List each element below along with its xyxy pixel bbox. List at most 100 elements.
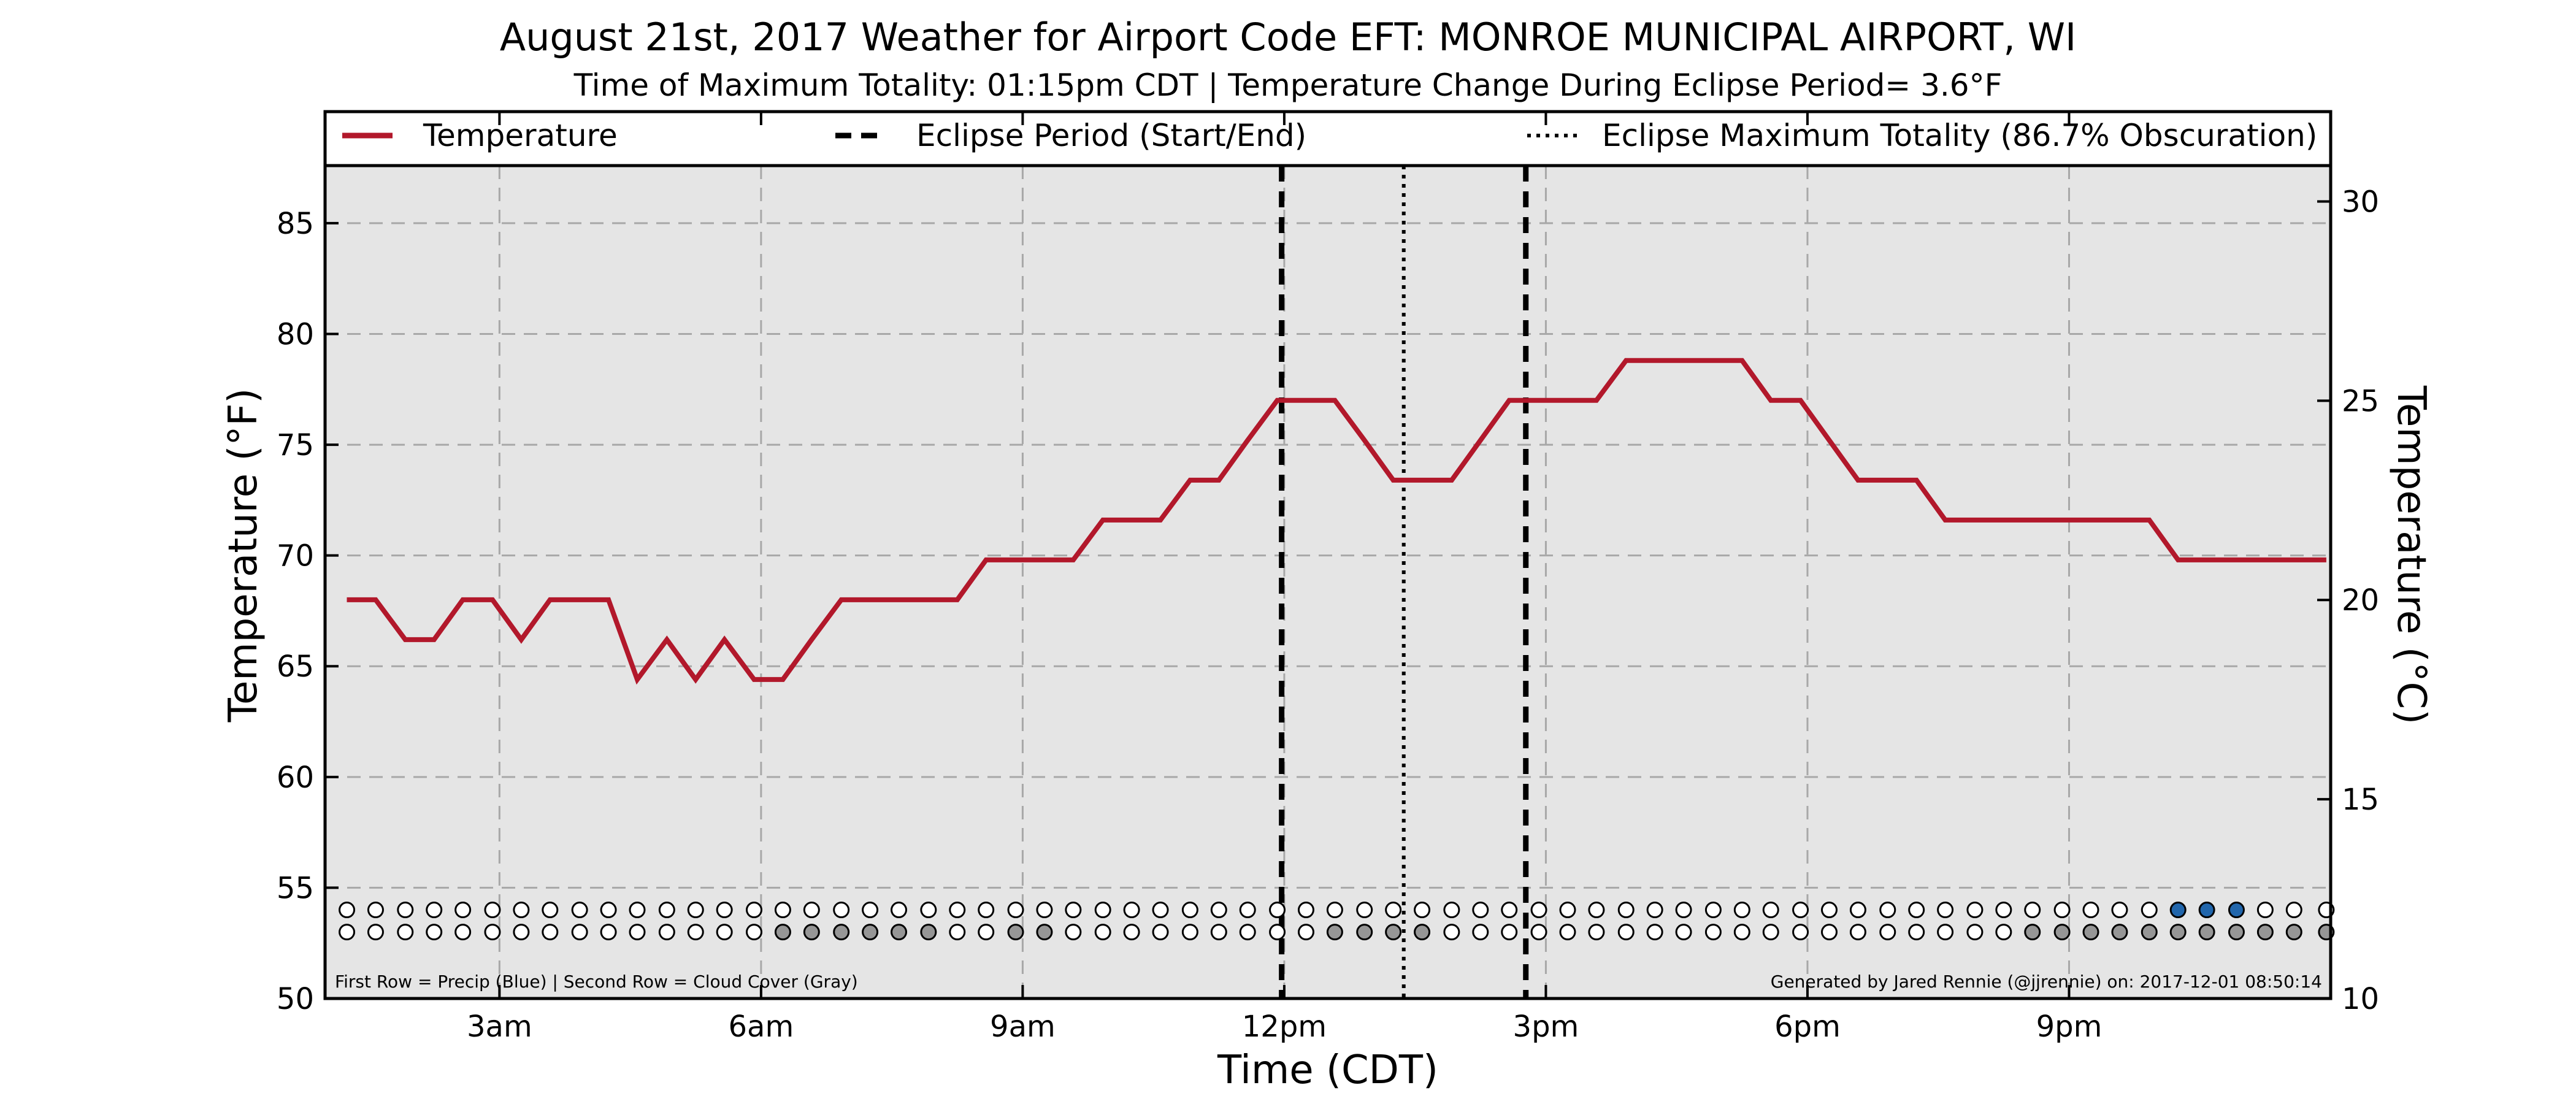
precip-dot: [1036, 902, 1053, 919]
precip-dot: [716, 902, 733, 919]
eclipse-lines: [1279, 166, 1529, 999]
precip-dot: [2169, 902, 2187, 919]
cloud-cover-dot: [484, 924, 501, 941]
cloud-cover-dot: [2285, 924, 2302, 941]
cloud-cover-dot: [803, 924, 820, 941]
cloud-cover-dot: [1792, 924, 1809, 941]
cloud-cover-dot: [949, 924, 966, 941]
cloud-cover-dot: [2228, 924, 2245, 941]
precip-dot: [1559, 902, 1576, 919]
precip-dot: [1617, 902, 1635, 919]
legend-label-max-totality: Eclipse Maximum Totality (86.7% Obscurat…: [1602, 118, 2317, 153]
cloud-cover-dot: [1443, 924, 1460, 941]
cloud-cover-dot: [920, 924, 937, 941]
footnote-right: Generated by Jared Rennie (@jjrennie) on…: [1771, 972, 2322, 992]
cloud-cover-dot: [1385, 924, 1402, 941]
precip-dot: [1269, 902, 1286, 919]
cloud-cover-dot: [1181, 924, 1198, 941]
precip-dot: [571, 902, 588, 919]
precip-dot: [1675, 902, 1692, 919]
precip-dot: [1762, 902, 1779, 919]
cloud-cover-dot: [745, 924, 762, 941]
x-tick-label: 6am: [729, 1010, 794, 1044]
precip-dot: [1123, 902, 1140, 919]
precip-dot: [1385, 902, 1402, 919]
precip-dot: [1297, 902, 1314, 919]
precip-dot: [745, 902, 762, 919]
precip-dot: [600, 902, 617, 919]
precip-dot: [1152, 902, 1169, 919]
cloud-cover-dot: [367, 924, 384, 941]
y-tick-label: 50: [277, 982, 314, 1016]
cloud-cover-dot: [2256, 924, 2274, 941]
y-tick-label: 75: [277, 428, 314, 462]
precip-dot: [1704, 902, 1722, 919]
precip-dot: [513, 902, 530, 919]
cloud-cover-dot: [1210, 924, 1227, 941]
precip-dot: [1094, 902, 1111, 919]
precip-dot: [803, 902, 820, 919]
x-tick-label: 9pm: [2036, 1010, 2103, 1044]
plot-area: [325, 166, 2331, 999]
cloud-cover-dot: [1995, 924, 2012, 941]
y-right-tick-label: 30: [2342, 185, 2379, 219]
cloud-cover-dot: [2024, 924, 2041, 941]
y-tick-label: 80: [277, 317, 314, 351]
precip-dot: [2111, 902, 2128, 919]
cloud-cover-dot: [1297, 924, 1314, 941]
cloud-cover-dot: [862, 924, 879, 941]
cloud-cover-dot: [1559, 924, 1576, 941]
legend-label-temperature: Temperature: [423, 118, 618, 153]
precip-dot: [2285, 902, 2302, 919]
cloud-cover-dot: [978, 924, 995, 941]
cloud-cover-dot: [1501, 924, 1518, 941]
x-axis-label: Time (CDT): [1217, 1048, 1438, 1093]
precip-dot: [1966, 902, 1984, 919]
precip-dot: [1443, 902, 1460, 919]
grid-lines: [325, 166, 2331, 999]
y-right-tick-label: 10: [2342, 982, 2379, 1016]
x-tick-label: 6pm: [1774, 1010, 1841, 1044]
cloud-cover-dot: [1065, 924, 1082, 941]
precip-dot: [2024, 902, 2041, 919]
cloud-cover-dot: [1094, 924, 1111, 941]
precip-dot: [1908, 902, 1925, 919]
precip-dot: [629, 902, 646, 919]
cloud-cover-dot: [2141, 924, 2158, 941]
x-tick-label: 12pm: [1242, 1010, 1327, 1044]
cloud-cover-dot: [1530, 924, 1547, 941]
precip-dot: [397, 902, 414, 919]
cloud-cover-dot: [1472, 924, 1489, 941]
precip-dot: [426, 902, 443, 919]
precip-dot: [484, 902, 501, 919]
y-right-tick-label: 15: [2342, 783, 2379, 817]
legend: Temperature Eclipse Period (Start/End) E…: [325, 118, 2331, 167]
cloud-cover-dot: [891, 924, 908, 941]
cloud-cover-dot: [1762, 924, 1779, 941]
x-tick-label: 9am: [990, 1010, 1056, 1044]
precip-dot: [978, 902, 995, 919]
y-tick-label: 65: [277, 650, 314, 684]
cloud-cover-dot: [426, 924, 443, 941]
precip-cloud-dots: [339, 902, 2335, 941]
cloud-cover-dot: [629, 924, 646, 941]
cloud-cover-dot: [2198, 924, 2215, 941]
cloud-cover-dot: [2111, 924, 2128, 941]
precip-dot: [1995, 902, 2012, 919]
cloud-cover-dot: [716, 924, 733, 941]
precip-dot: [1356, 902, 1373, 919]
precip-dot: [2053, 902, 2071, 919]
cloud-cover-dot: [1879, 924, 1896, 941]
precip-dot: [1588, 902, 1605, 919]
precip-dot: [367, 902, 384, 919]
legend-label-eclipse-period: Eclipse Period (Start/End): [916, 118, 1306, 153]
precip-dot: [1646, 902, 1663, 919]
precip-dot: [658, 902, 675, 919]
precip-dot: [542, 902, 559, 919]
y-axis-right-label: Temperature (°C): [2388, 385, 2434, 724]
precip-dot: [2082, 902, 2099, 919]
chart-subtitle: Time of Maximum Totality: 01:15pm CDT | …: [573, 67, 2003, 103]
temperature-series: [347, 358, 2326, 685]
cloud-cover-dot: [1704, 924, 1722, 941]
